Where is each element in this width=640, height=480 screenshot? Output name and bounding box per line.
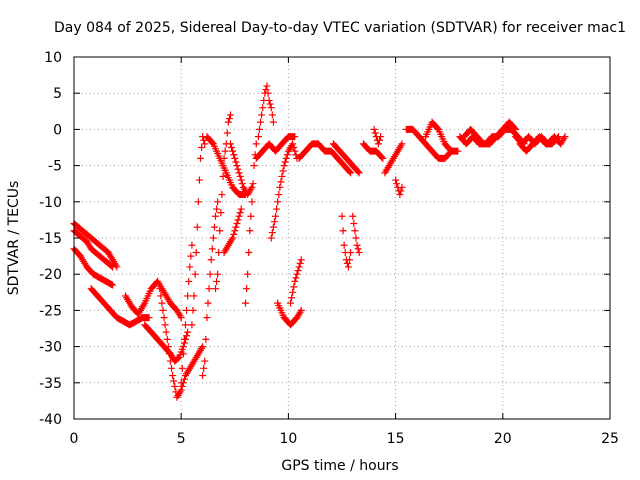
data-point-markers	[370, 125, 385, 148]
data-series-track-af	[460, 118, 520, 148]
data-series-track-ab	[392, 176, 406, 199]
y-tick-label: 10	[44, 50, 62, 66]
y-tick-label: -30	[39, 340, 62, 356]
data-series-track-o	[242, 140, 260, 307]
x-tick-label: 5	[177, 431, 186, 447]
data-series-track-r	[267, 140, 301, 242]
data-series-track-t	[287, 256, 305, 307]
data-series-track-ad	[422, 118, 462, 155]
data-series-track-x	[349, 212, 363, 256]
data-point-markers	[141, 321, 192, 365]
data-series-track-m	[220, 205, 245, 256]
data-series-track-y	[359, 140, 387, 162]
data-point-markers	[516, 133, 563, 155]
data-point-markers	[121, 277, 185, 322]
x-tick-label: 10	[279, 431, 297, 447]
data-series-track-u	[295, 140, 355, 177]
data-series-track-q	[252, 133, 299, 162]
y-tick-label: 0	[53, 122, 62, 138]
data-point-markers	[422, 118, 462, 155]
grid	[74, 57, 610, 419]
data-series-track-f	[141, 321, 192, 365]
y-tick-label: -25	[39, 303, 62, 319]
data-series-track-a	[70, 220, 121, 271]
data-series-track-z	[370, 125, 385, 148]
data-series-track-i	[188, 133, 209, 329]
data-point-markers	[402, 125, 455, 162]
y-tick-label: -15	[39, 231, 62, 247]
data-point-markers	[227, 140, 256, 199]
y-tick-label: -20	[39, 267, 62, 283]
data-point-markers	[203, 133, 250, 199]
data-point-markers	[274, 299, 305, 329]
data-points	[70, 82, 569, 401]
data-series-track-d	[87, 285, 153, 329]
y-tick-label: 5	[53, 86, 62, 102]
data-series-track-w	[338, 212, 355, 271]
y-tick-label: -40	[39, 412, 62, 428]
axis-ticks: 0 5 10 15 20 25 -40 -35 -30 -25 -20 -15 -10 -5 0 5 10	[39, 50, 619, 447]
y-tick-label: -10	[39, 195, 62, 211]
data-point-markers	[267, 140, 301, 242]
data-point-markers	[70, 220, 121, 271]
data-point-markers	[460, 118, 520, 148]
data-series-track-l	[212, 111, 235, 293]
data-series-track-k	[203, 133, 250, 199]
data-series-track-n	[227, 140, 256, 199]
data-series-track-h	[177, 241, 196, 387]
data-point-markers	[199, 198, 222, 380]
data-series-track-e	[121, 277, 185, 322]
x-tick-label: 25	[601, 431, 619, 447]
y-tick-label: -35	[39, 376, 62, 392]
data-point-markers	[359, 140, 387, 162]
data-series-track-ac	[402, 125, 455, 162]
data-point-markers	[338, 212, 355, 271]
data-point-markers	[252, 133, 299, 162]
data-series-track-v	[329, 140, 363, 177]
data-series-track-j	[199, 198, 222, 380]
data-point-markers	[392, 176, 406, 199]
data-point-markers	[254, 82, 277, 141]
data-series-track-p	[254, 82, 277, 141]
data-point-markers	[295, 140, 355, 177]
data-point-markers	[220, 205, 245, 256]
data-point-markers	[242, 140, 260, 307]
data-point-markers	[329, 140, 363, 177]
data-point-markers	[177, 241, 196, 387]
x-tick-label: 15	[387, 431, 405, 447]
data-point-markers	[287, 256, 305, 307]
data-point-markers	[349, 212, 363, 256]
data-point-markers	[188, 133, 209, 329]
y-tick-label: -5	[48, 159, 62, 175]
x-tick-label: 0	[70, 431, 79, 447]
data-point-markers	[212, 111, 235, 293]
x-tick-label: 20	[494, 431, 512, 447]
chart-title: Day 084 of 2025, Sidereal Day-to-day VTE…	[54, 20, 626, 36]
x-axis-title: GPS time / hours	[281, 458, 398, 474]
data-point-markers	[381, 140, 406, 177]
data-series-track-ah	[516, 133, 563, 155]
y-axis-title: SDTVAR / TECUs	[6, 181, 22, 296]
data-series-track-aa	[381, 140, 406, 177]
data-point-markers	[87, 285, 153, 329]
data-series-track-s	[274, 299, 305, 329]
